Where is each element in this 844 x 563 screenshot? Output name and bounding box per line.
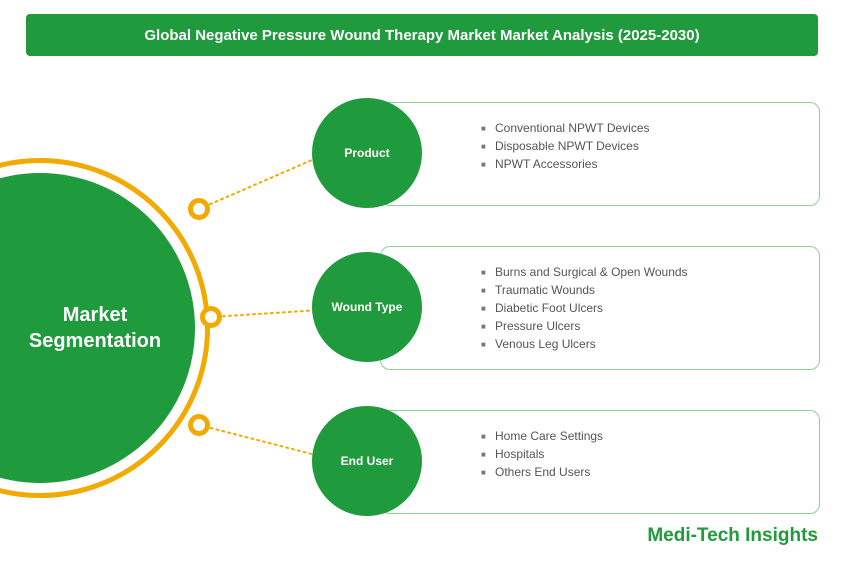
connector-node [200,306,222,328]
segment-circle: Product [312,98,422,208]
segment-items-list: Burns and Surgical & Open Wounds Traumati… [481,265,801,351]
segment-items-list: Home Care Settings Hospitals Others End Us… [481,429,801,479]
title-bar: Global Negative Pressure Wound Therapy M… [26,14,818,56]
connector-node [188,198,210,220]
segment-label: Wound Type [332,300,403,314]
segment-item: Venous Leg Ulcers [481,337,801,351]
segment-detail-box: Burns and Surgical & Open Wounds Traumati… [380,246,820,370]
segment-item: Conventional NPWT Devices [481,121,801,135]
segment-label: End User [341,454,394,468]
segment-detail-box: Home Care Settings Hospitals Others End Us… [380,410,820,514]
segment-circle: End User [312,406,422,516]
segment-item: Pressure Ulcers [481,319,801,333]
connector-node [188,414,210,436]
segment-items-list: Conventional NPWT Devices Disposable NPWT… [481,121,801,171]
segment-circle: Wound Type [312,252,422,362]
segment-item: Others End Users [481,465,801,479]
brand-logo: Medi-Tech Insights [647,525,818,547]
segment-item: Home Care Settings [481,429,801,443]
segment-item: NPWT Accessories [481,157,801,171]
segment-item: Burns and Surgical & Open Wounds [481,265,801,279]
logo-part1: Medi-Tech [647,525,740,546]
segment-label: Product [344,146,389,160]
segment-item: Disposable NPWT Devices [481,139,801,153]
logo-part2: Insights [740,525,818,546]
title-text: Global Negative Pressure Wound Therapy M… [144,27,699,44]
hub-label: Market Segmentation [0,302,195,354]
segment-item: Hospitals [481,447,801,461]
segment-item: Diabetic Foot Ulcers [481,301,801,315]
segment-item: Traumatic Wounds [481,283,801,297]
segment-detail-box: Conventional NPWT Devices Disposable NPWT… [380,102,820,206]
